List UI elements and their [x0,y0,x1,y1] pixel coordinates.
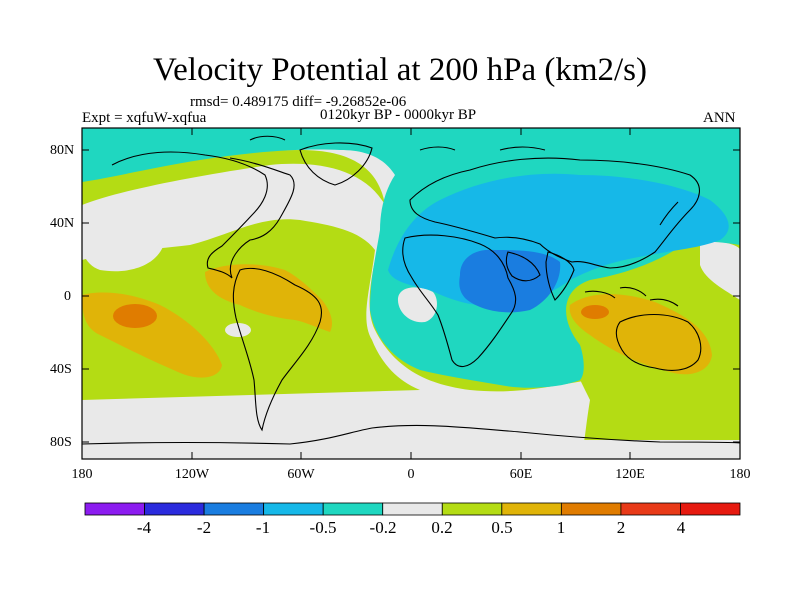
colorbar-box [620,502,681,516]
coastline-greenland [299,142,373,186]
colorbar-label: 0.5 [491,518,513,537]
colorbar-box [322,502,384,516]
coastline-africa [402,234,517,368]
colorbar-label: -2 [196,518,212,537]
coastline-north-america [111,151,295,279]
colorbar-box [560,502,622,516]
season-text: ANN [703,110,736,126]
field-neutral-east [700,240,740,300]
lon-label-180e: 180 [729,467,751,482]
lat-ticks [82,149,740,443]
colorbar-box [203,502,265,516]
coastline-japan [659,201,679,226]
colorbar-box [441,502,503,516]
coastlines [82,135,740,445]
coastline-arabia [505,251,541,282]
colorbar-box [263,502,324,516]
coastline-australia [615,314,702,371]
lon-label-180w: 180 [71,467,93,482]
lon-label-120w: 120W [174,467,210,482]
field-weak-positive-atlantic [82,228,165,272]
coastline-antarctica [82,424,740,445]
field-neutral-south [82,440,740,459]
chart-title: Velocity Potential at 200 hPa (km2/s) [152,52,648,88]
colorbar-box [84,502,145,516]
lon-label-0: 0 [407,467,415,482]
field-strong-positive-pacific [113,304,157,328]
field-moderate-positive-samerica [205,264,333,332]
lon-label-120e: 120E [615,467,645,482]
contour-field [82,128,740,459]
coastline-indonesia [584,286,679,307]
stats-text: rmsd= 0.489175 diff= -9.26852e-06 [190,94,407,110]
colorbar-label: 2 [616,518,626,537]
colorbar-label: -0.5 [309,518,337,537]
coastline-arctic-islands [249,135,546,151]
lat-label-0: 0 [64,289,71,304]
field-neutral-atlantic [397,287,437,323]
lon-label-60e: 60E [509,467,533,482]
colorbar-box [501,502,562,516]
colorbar-label: -4 [136,518,152,537]
coastline-south-america [232,267,322,432]
colorbar-box [144,502,205,516]
experiment-text: Expt = xqfuW-xqfua [82,110,207,126]
colorbar-label: -1 [255,518,271,537]
lon-ticks [81,128,741,459]
period-text: 0120kyr BP - 0000kyr BP [320,107,477,123]
lat-label-80s: 80S [50,435,72,450]
coastline-india [545,251,575,301]
colorbar-box [680,502,741,516]
field-strong-positive-australia [581,305,609,319]
colorbar [84,502,741,516]
colorbar-label: 0.2 [431,518,453,537]
colorbar-label: -0.2 [369,518,397,537]
lon-label-60w: 60W [287,467,315,482]
coastline-eurasia [409,157,700,269]
field-neutral-spot [225,323,251,337]
colorbar-label: 4 [676,518,686,537]
colorbar-label: 1 [556,518,566,537]
colorbar-box [382,502,443,516]
lat-label-40n: 40N [50,216,75,231]
lat-label-40s: 40S [50,362,72,377]
lat-label-80n: 80N [50,143,75,158]
